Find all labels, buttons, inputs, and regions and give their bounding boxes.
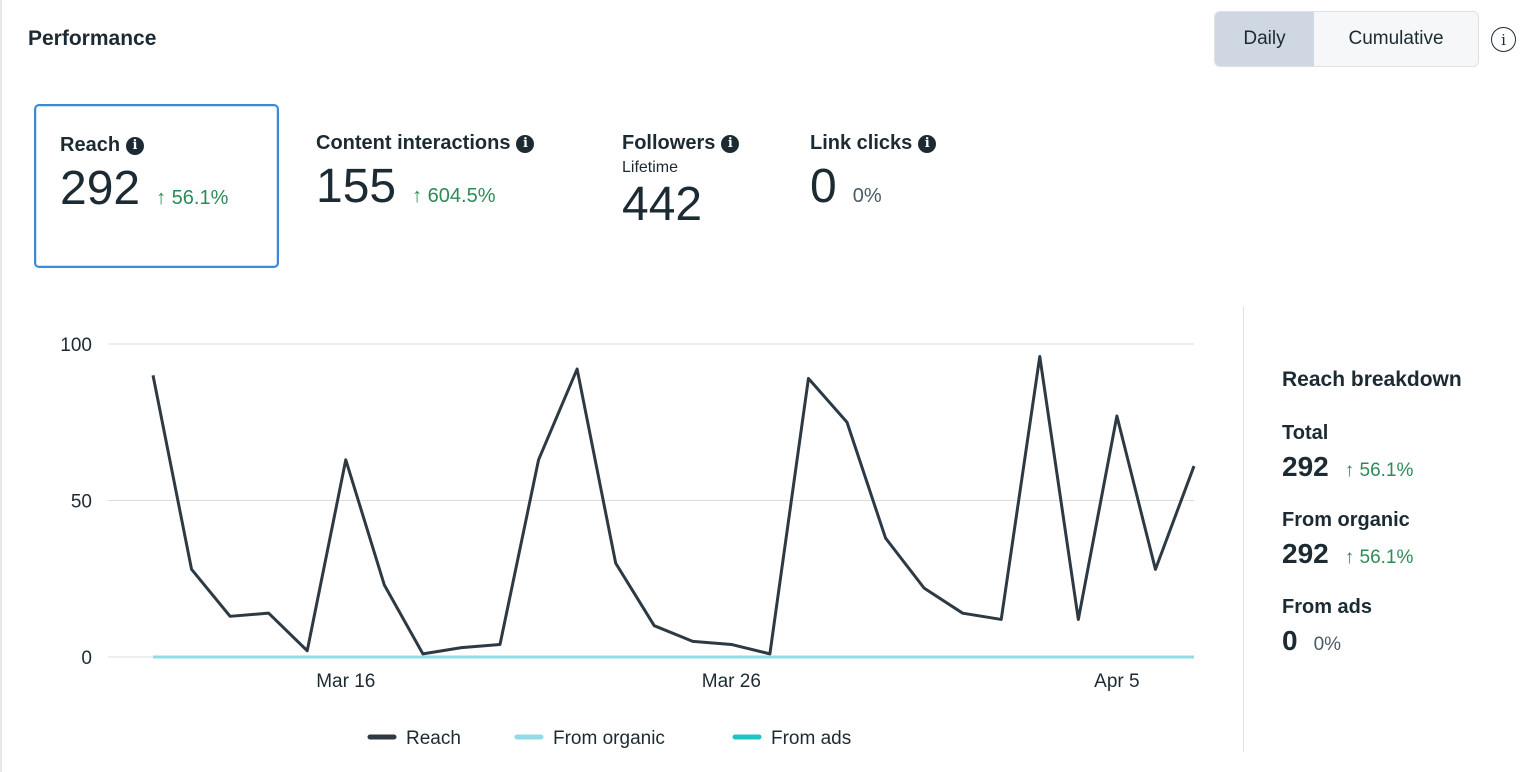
y-tick-label: 0 xyxy=(81,648,92,669)
breakdown-label-total: Total xyxy=(1282,422,1329,444)
metric-label: Reach xyxy=(60,134,121,156)
metric-card-reach[interactable]: Reach i 292 ↑ 56.1% xyxy=(34,104,279,268)
metric-value: 292 xyxy=(60,162,141,215)
metric-label: Content interactions xyxy=(316,132,511,154)
x-tick-label: Apr 5 xyxy=(1094,671,1139,692)
metric-delta: 0% xyxy=(852,185,882,207)
metric-value: 442 xyxy=(622,178,703,231)
info-icon[interactable]: i xyxy=(126,136,145,155)
divider xyxy=(1243,307,1244,752)
toggle-daily[interactable]: Daily xyxy=(1215,12,1314,66)
metric-value: 155 xyxy=(316,160,397,213)
metric-sublabel: Lifetime xyxy=(622,159,679,176)
y-tick-label: 100 xyxy=(60,335,92,356)
metric-card-content-interactions[interactable]: Content interactions i 155 ↑ 604.5% xyxy=(292,104,592,268)
breakdown-value: 292 xyxy=(1282,538,1329,569)
breakdown-delta: ↑ 56.1% xyxy=(1344,460,1414,481)
metric-delta: ↑ 56.1% xyxy=(156,187,229,209)
metric-delta: ↑ 604.5% xyxy=(412,185,496,207)
metric-label: Followers xyxy=(622,132,716,154)
metric-value: 0 xyxy=(810,160,837,213)
reach-chart: 0 50 100 Mar 16 Mar 26 Apr 5 Reach From organic… xyxy=(60,335,1196,749)
breakdown-title: Reach breakdown xyxy=(1282,368,1462,391)
info-icon[interactable]: i xyxy=(516,134,535,153)
breakdown-label-organic: From organic xyxy=(1282,509,1410,531)
breakdown-value: 0 xyxy=(1282,625,1298,656)
view-toggle: Daily Cumulative xyxy=(1214,11,1479,67)
metric-label: Link clicks xyxy=(810,132,913,154)
metric-card-link-clicks[interactable]: Link clicks i 0 0% xyxy=(786,104,986,268)
reach-breakdown: Reach breakdown Total 292 ↑ 56.1% From or… xyxy=(1282,368,1462,683)
breakdown-delta: 0% xyxy=(1313,634,1342,655)
panel-title: Performance xyxy=(28,27,157,50)
legend-label: Reach xyxy=(406,728,461,749)
x-tick-label: Mar 16 xyxy=(316,671,375,692)
toggle-cumulative[interactable]: Cumulative xyxy=(1348,28,1444,49)
legend-label: From ads xyxy=(771,728,851,749)
y-tick-label: 50 xyxy=(71,492,92,513)
metric-card-followers[interactable]: Followers i Lifetime 442 xyxy=(598,104,778,268)
info-outline-icon[interactable]: i xyxy=(1491,27,1516,52)
info-icon[interactable]: i xyxy=(721,134,740,153)
breakdown-delta: ↑ 56.1% xyxy=(1344,547,1414,568)
info-icon[interactable]: i xyxy=(918,134,937,153)
series-line-reach xyxy=(151,355,1196,656)
breakdown-label-ads: From ads xyxy=(1282,596,1373,618)
legend-label: From organic xyxy=(553,728,665,749)
x-tick-label: Mar 26 xyxy=(702,671,761,692)
breakdown-value: 292 xyxy=(1282,451,1329,482)
